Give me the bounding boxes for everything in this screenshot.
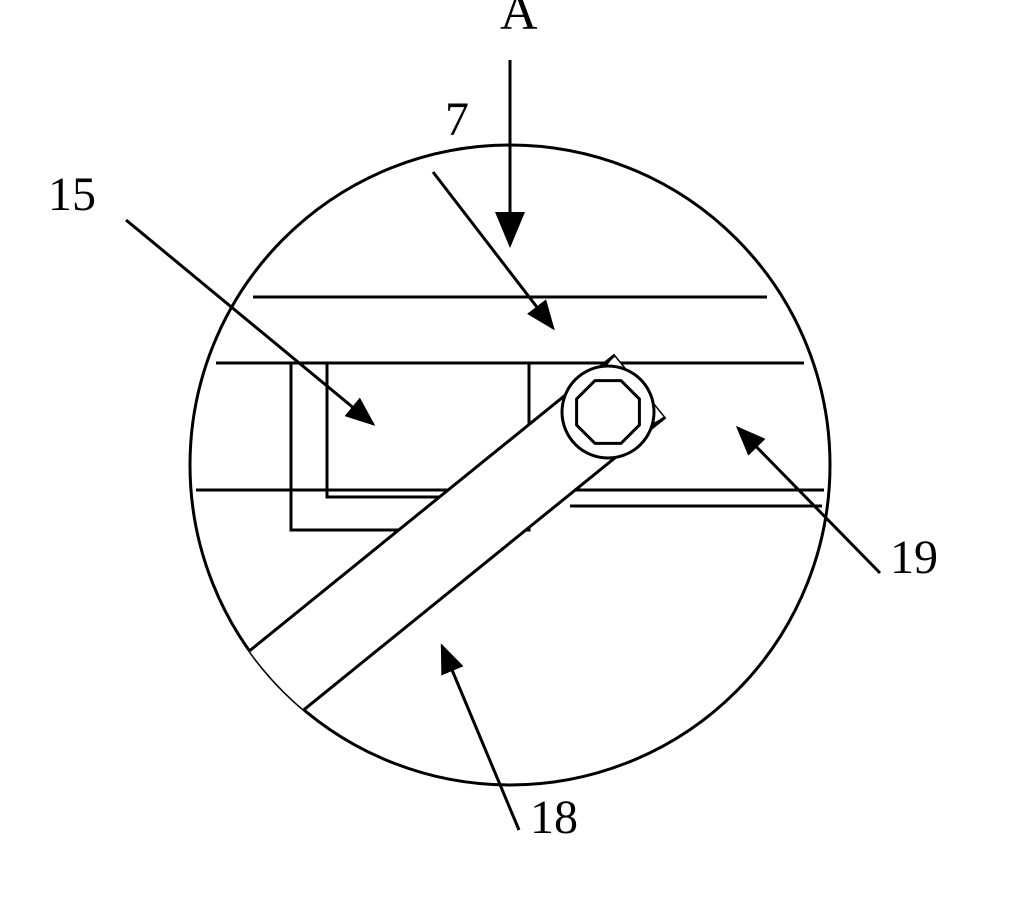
section-label-a: A bbox=[500, 0, 538, 42]
callout-label-7: 7 bbox=[445, 92, 469, 147]
drawing-group bbox=[126, 60, 880, 830]
callout-leader-7 bbox=[433, 172, 553, 328]
callout-label-19: 19 bbox=[890, 530, 938, 585]
diagram-canvas bbox=[0, 0, 1019, 903]
callout-leader-15 bbox=[126, 220, 373, 424]
callout-leader-19 bbox=[738, 428, 880, 573]
callout-label-15: 15 bbox=[48, 167, 96, 222]
callout-leader-18 bbox=[442, 646, 519, 830]
callout-label-18: 18 bbox=[530, 790, 578, 845]
